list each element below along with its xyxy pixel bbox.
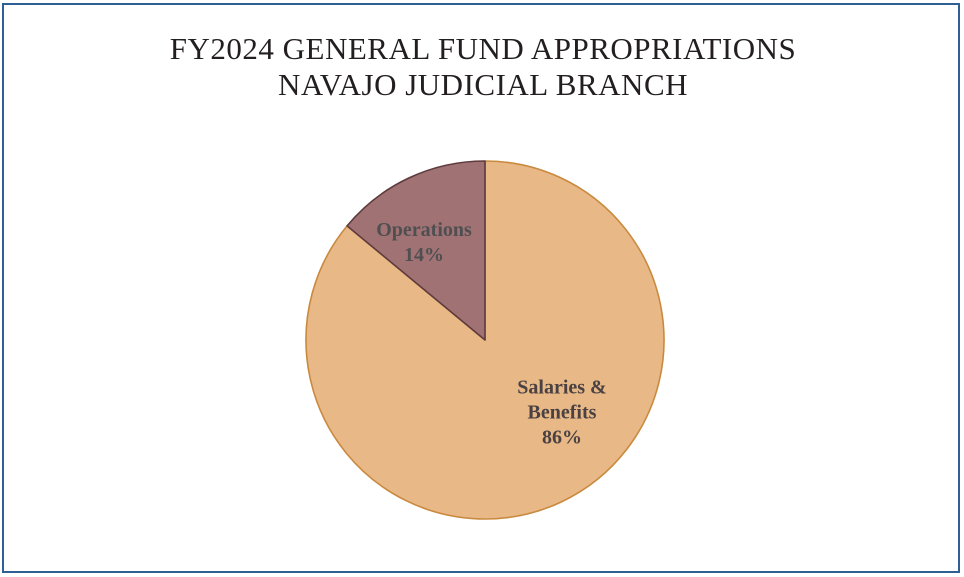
pie-slice-salaries-benefits (305, 160, 665, 520)
pie-labels: Salaries & Benefits 86% Operations 14% (376, 219, 607, 449)
slice-percent-operations: 14% (404, 244, 444, 266)
chart-subtitle: NAVAJO JUDICIAL BRANCH (277, 67, 689, 102)
chart-title: FY2024 GENERAL FUND APPROPRIATIONS (169, 31, 797, 66)
pie-slices (305, 160, 665, 520)
slice-label-operations: Operations (376, 219, 472, 241)
pie-slice-operations (346, 160, 486, 341)
slice-label-salaries-benefits: Benefits (528, 402, 597, 424)
slice-percent-salaries-benefits: 86% (542, 427, 582, 449)
slice-label-salaries-benefits: Salaries & (517, 377, 606, 399)
